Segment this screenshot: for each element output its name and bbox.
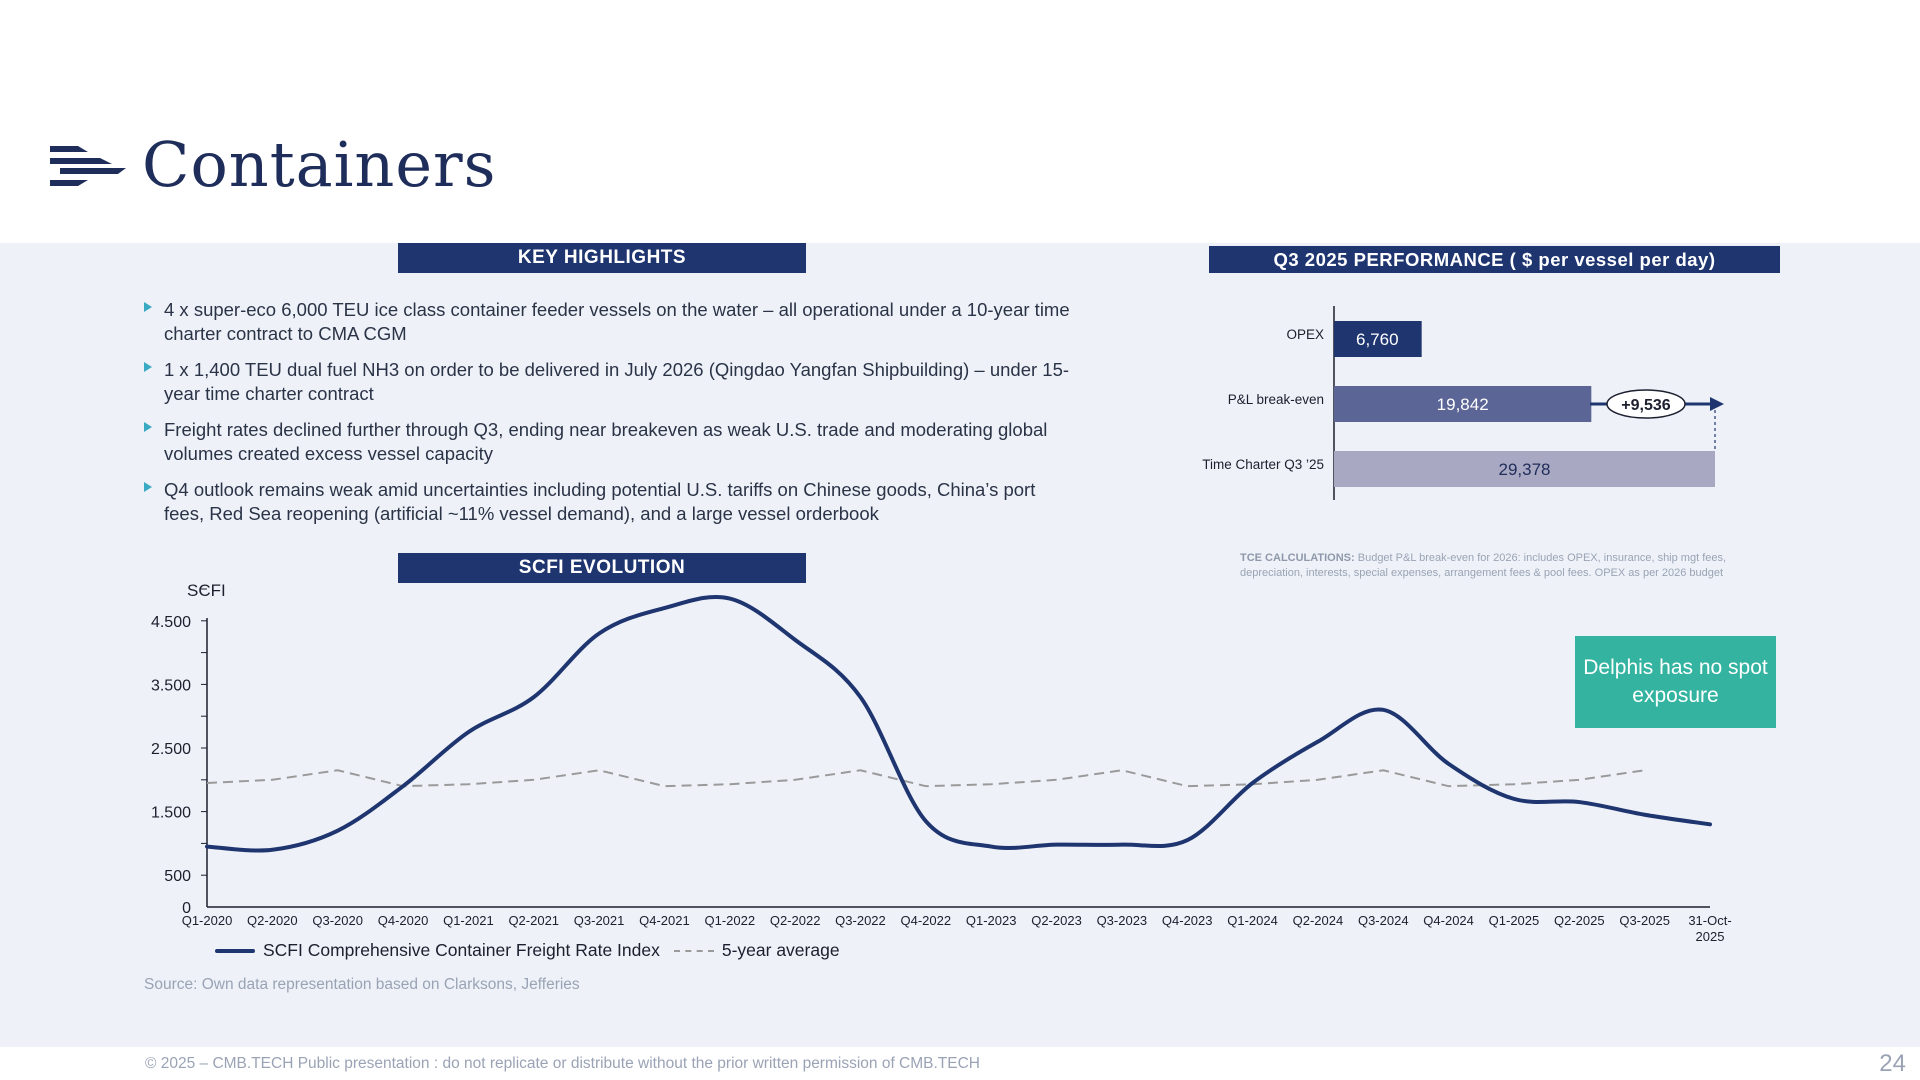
key-highlights-header: KEY HIGHLIGHTS [398,243,806,273]
source-note: Source: Own data representation based on… [144,976,580,993]
scfi-y-axis-label: SCFI [187,581,226,600]
header: Containers [0,0,1920,243]
scfi-legend: SCFI Comprehensive Container Freight Rat… [215,940,840,961]
legend-solid-swatch [215,948,255,953]
key-highlights-list: 4 x super-eco 6,000 TEU ice class contai… [142,298,1072,538]
copyright-text: © 2025 – CMB.TECH Public presentation : … [145,1055,980,1072]
list-item: 4 x super-eco 6,000 TEU ice class contai… [142,298,1072,346]
bullet-triangle-icon [144,362,152,372]
ship-stripes-logo-icon [50,146,126,186]
spot-exposure-callout: Delphis has no spot exposure [1575,636,1776,728]
scfi-header: SCFI EVOLUTION [398,553,806,583]
bullet-triangle-icon [144,482,152,492]
legend-dashed-swatch [673,949,714,952]
list-item: 1 x 1,400 TEU dual fuel NH3 on order to … [142,358,1072,406]
tce-note: TCE CALCULATIONS: Budget P&L break-even … [1240,551,1780,581]
bullet-triangle-icon [144,302,152,312]
list-item: Q4 outlook remains weak amid uncertainti… [142,478,1072,526]
performance-header: Q3 2025 PERFORMANCE ( $ per vessel per d… [1209,246,1780,273]
page-title: Containers [142,128,497,201]
legend-item-average: 5-year average [721,940,840,960]
bullet-triangle-icon [144,422,152,432]
legend-item-scfi: SCFI Comprehensive Container Freight Rat… [263,940,660,960]
footer [0,1047,1920,1080]
tce-note-label: TCE CALCULATIONS: [1240,552,1355,564]
tce-note-text: Budget P&L break-even for 2026: includes… [1240,552,1727,579]
list-item: Freight rates declined further through Q… [142,418,1072,466]
page-number: 24 [1879,1050,1906,1077]
